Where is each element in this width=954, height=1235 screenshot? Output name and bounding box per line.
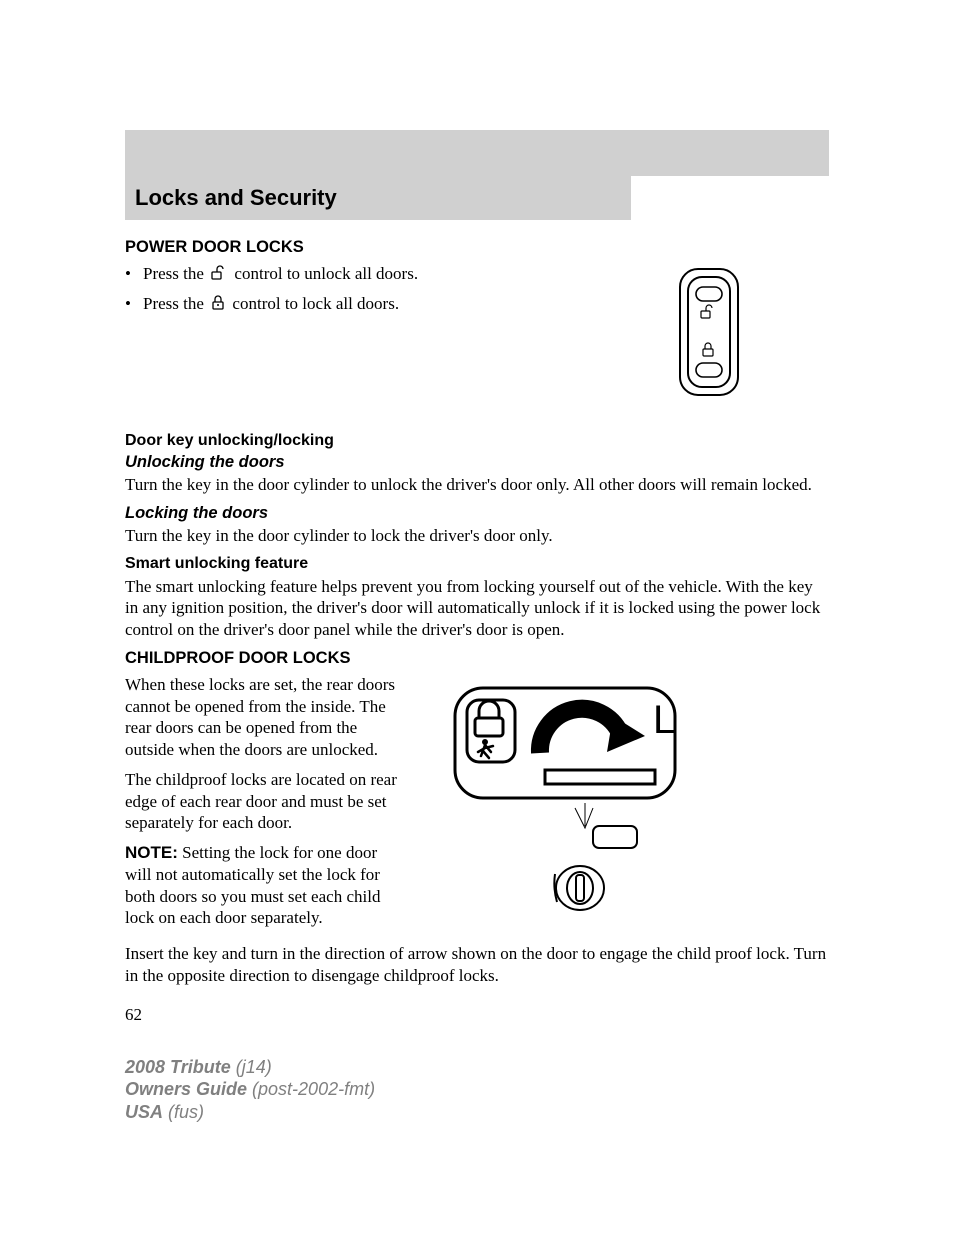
para-locking: Turn the key in the door cylinder to loc… [125,525,829,547]
page-number: 62 [125,1005,829,1025]
heading-smart: Smart unlocking feature [125,555,829,573]
heading-door-key: Door key unlocking/locking [125,432,829,450]
footer-l2b: (post-2002-fmt) [247,1079,375,1099]
para-note: NOTE: Setting the lock for one door will… [125,842,405,929]
footer-l1a: 2008 Tribute [125,1057,231,1077]
bullet-dot: • [125,293,143,317]
lock-icon [210,295,226,317]
footer-l3a: USA [125,1102,163,1122]
heading-locking: Locking the doors [125,504,829,523]
footer-l3b: (fus) [163,1102,204,1122]
heading-unlocking: Unlocking the doors [125,453,829,472]
footer: 2008 Tribute (j14) Owners Guide (post-20… [125,1056,375,1124]
para-child3: Insert the key and turn in the direction… [125,943,829,987]
section-title: Locks and Security [135,185,337,211]
bullet-lock: • Press the control to lock all doors. [125,293,569,317]
bullet2-text-a: Press the [143,294,208,313]
para-child1: When these locks are set, the rear doors… [125,674,405,761]
footer-l1b: (j14) [231,1057,272,1077]
section-header: Locks and Security [125,176,631,220]
footer-l2a: Owners Guide [125,1079,247,1099]
svg-text:L: L [653,698,675,742]
note-label: NOTE: [125,843,178,862]
bullet1-text-a: Press the [143,264,208,283]
top-gray-bar [125,130,829,176]
bullet2-text-b: control to lock all doors. [228,294,399,313]
bullet-dot: • [125,263,143,287]
para-smart: The smart unlocking feature helps preven… [125,576,829,641]
para-unlocking: Turn the key in the door cylinder to unl… [125,474,829,496]
bullet-unlock: • Press the control to unlock all doors. [125,263,569,287]
para-child2: The childproof locks are located on rear… [125,769,405,834]
childproof-lock-diagram: L [445,678,705,923]
bullet1-text-b: control to unlock all doors. [230,264,418,283]
unlock-icon [210,265,228,287]
door-lock-switch-diagram [674,267,744,402]
heading-power-door-locks: POWER DOOR LOCKS [125,238,829,257]
heading-childproof: CHILDPROOF DOOR LOCKS [125,649,829,668]
